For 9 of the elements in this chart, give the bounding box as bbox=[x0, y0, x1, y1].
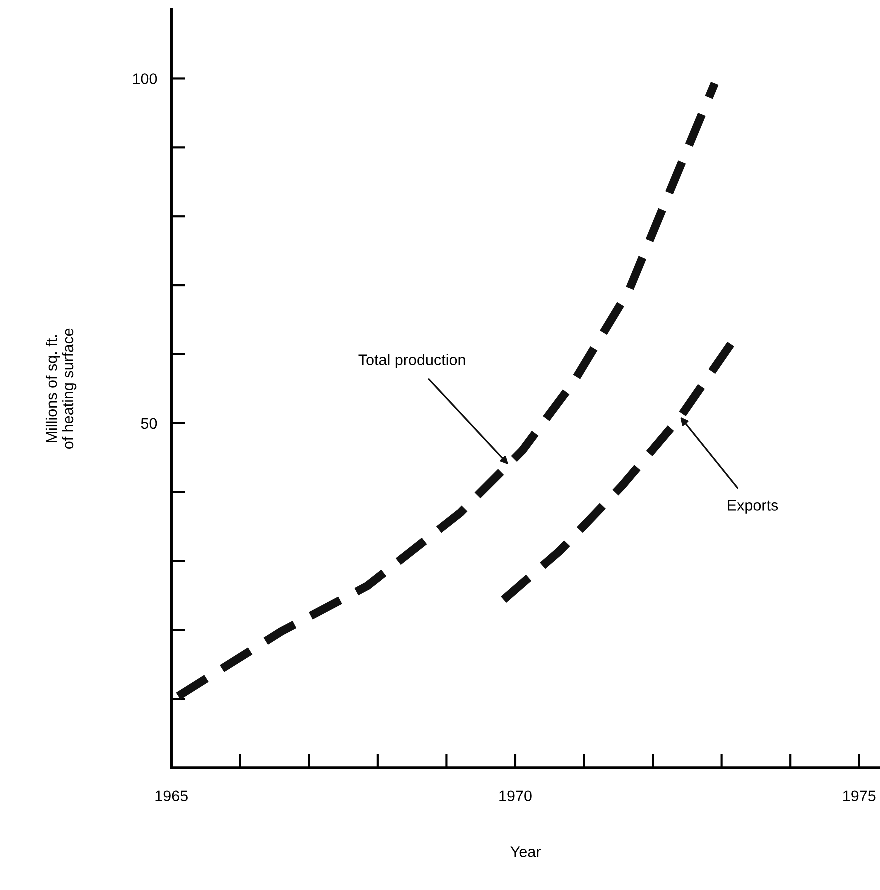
x-tick-label: 1970 bbox=[500, 790, 532, 802]
annotation: Exports bbox=[728, 500, 778, 514]
y-tick-label: 50 bbox=[141, 418, 158, 430]
x-axis-title: Year bbox=[510, 846, 541, 858]
y-tick-label: 100 bbox=[133, 74, 158, 84]
annotation: Total production bbox=[358, 354, 466, 368]
x-tick-label: 1965 bbox=[156, 790, 188, 802]
x-tick-label: 1975 bbox=[844, 790, 876, 802]
y-axis-title: Millions of sq. ft. of heating surface bbox=[46, 328, 77, 450]
